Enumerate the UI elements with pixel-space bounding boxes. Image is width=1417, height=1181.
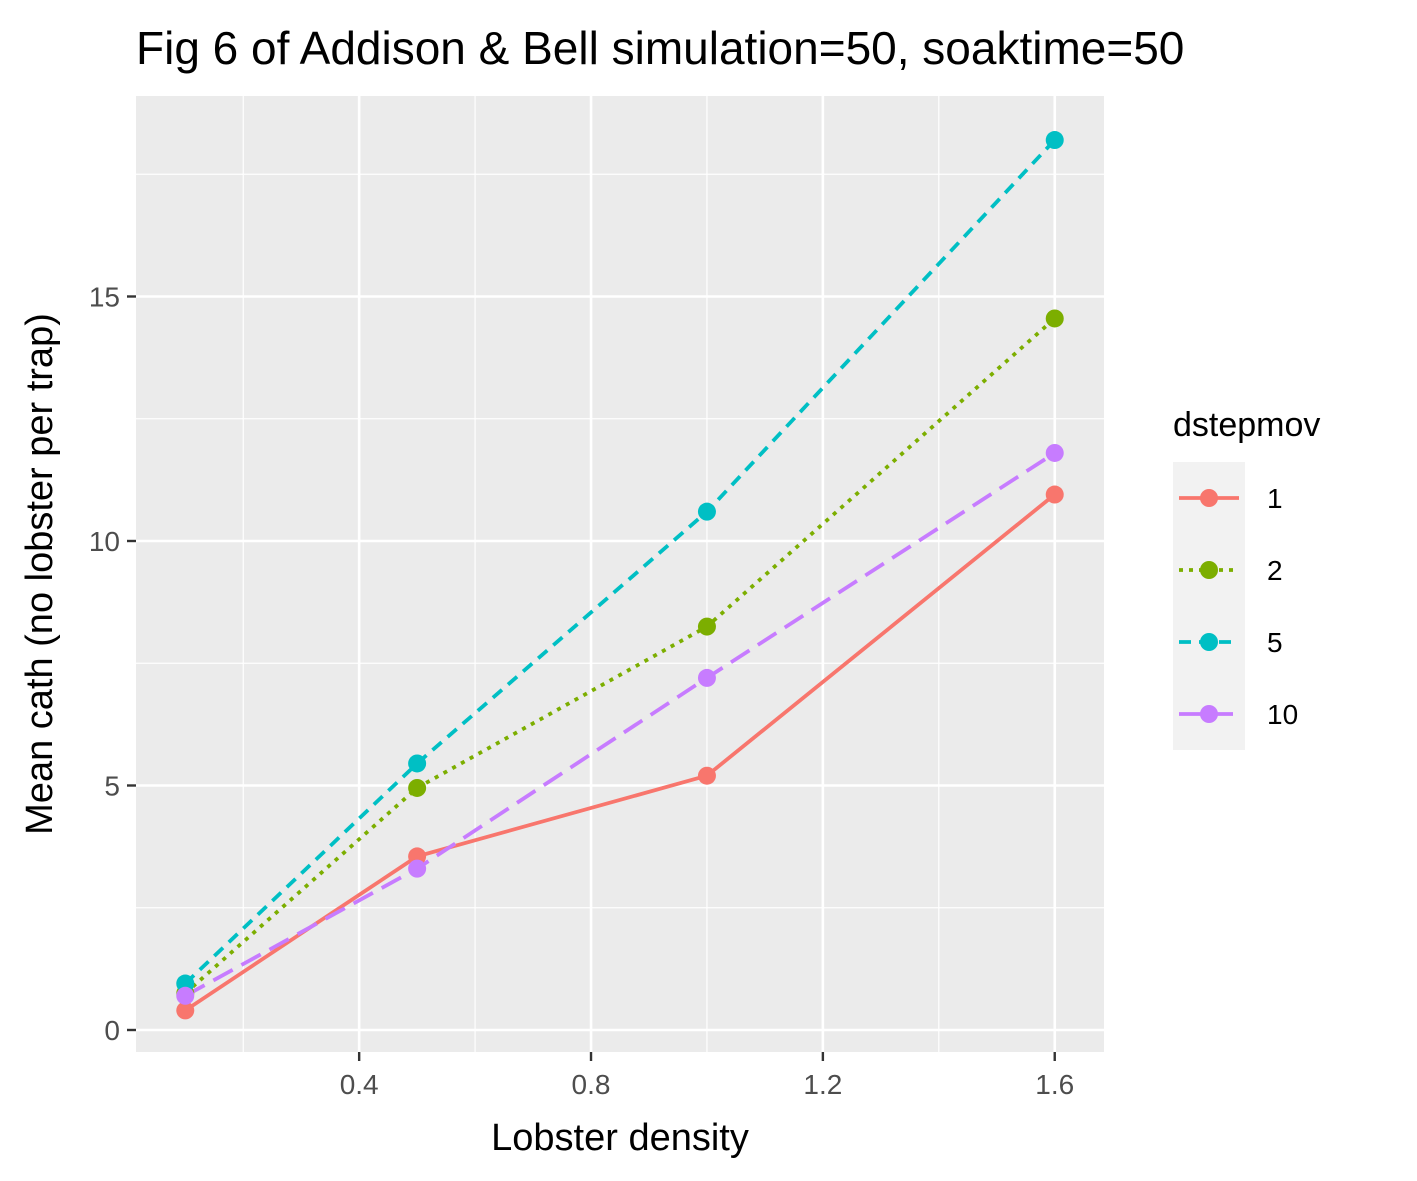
series-point-2 bbox=[1045, 309, 1064, 328]
series-line-2 bbox=[184, 317, 1056, 995]
series-point-10 bbox=[408, 859, 427, 878]
series-point-5 bbox=[408, 754, 427, 773]
series-point-10 bbox=[1045, 443, 1064, 462]
x-tick-label: 1.2 bbox=[803, 1069, 842, 1100]
legend-key-point-10 bbox=[1200, 705, 1218, 723]
chart-title: Fig 6 of Addison & Bell simulation=50, s… bbox=[136, 22, 1184, 74]
x-tick-label: 1.6 bbox=[1035, 1069, 1074, 1100]
x-tick-label: 0.8 bbox=[572, 1069, 611, 1100]
y-tick-label: 10 bbox=[89, 526, 120, 557]
legend-label-2: 2 bbox=[1267, 555, 1283, 586]
x-axis: 0.4 0.8 1.2 1.6 bbox=[340, 1052, 1074, 1100]
legend-key-background bbox=[1173, 462, 1245, 750]
grid-minor bbox=[136, 96, 1104, 1052]
legend-label-10: 10 bbox=[1267, 699, 1298, 730]
grid-major bbox=[136, 96, 1104, 1052]
series-point-2 bbox=[408, 778, 427, 797]
series-point-1 bbox=[1045, 485, 1064, 504]
y-axis: 0 5 10 15 bbox=[89, 281, 136, 1046]
series-point-10 bbox=[176, 986, 195, 1005]
series-point-2 bbox=[697, 617, 716, 636]
y-tick-label: 15 bbox=[89, 281, 120, 312]
series-point-10 bbox=[697, 668, 716, 687]
y-tick-label: 5 bbox=[104, 770, 120, 801]
y-tick-label: 0 bbox=[104, 1015, 120, 1046]
legend-label-1: 1 bbox=[1267, 483, 1283, 514]
legend: dstepmov 1 2 5 10 bbox=[1173, 406, 1320, 750]
series-layer bbox=[176, 131, 1064, 1020]
legend-key-point-5 bbox=[1200, 633, 1218, 651]
x-tick-label: 0.4 bbox=[340, 1069, 379, 1100]
series-line-10 bbox=[184, 451, 1056, 998]
legend-key-point-2 bbox=[1200, 561, 1218, 579]
series-point-5 bbox=[1045, 131, 1064, 150]
legend-label-5: 5 bbox=[1267, 627, 1283, 658]
series-point-1 bbox=[176, 1001, 195, 1020]
legend-items: 1 2 5 10 bbox=[1179, 483, 1298, 730]
x-axis-title: Lobster density bbox=[491, 1117, 749, 1159]
legend-key-point-1 bbox=[1200, 489, 1218, 507]
legend-title: dstepmov bbox=[1173, 406, 1320, 444]
series-line-5 bbox=[183, 138, 1057, 985]
y-axis-title: Mean cath (no lobster per trap) bbox=[19, 313, 61, 835]
series-point-1 bbox=[697, 766, 716, 785]
series-point-5 bbox=[697, 502, 716, 521]
